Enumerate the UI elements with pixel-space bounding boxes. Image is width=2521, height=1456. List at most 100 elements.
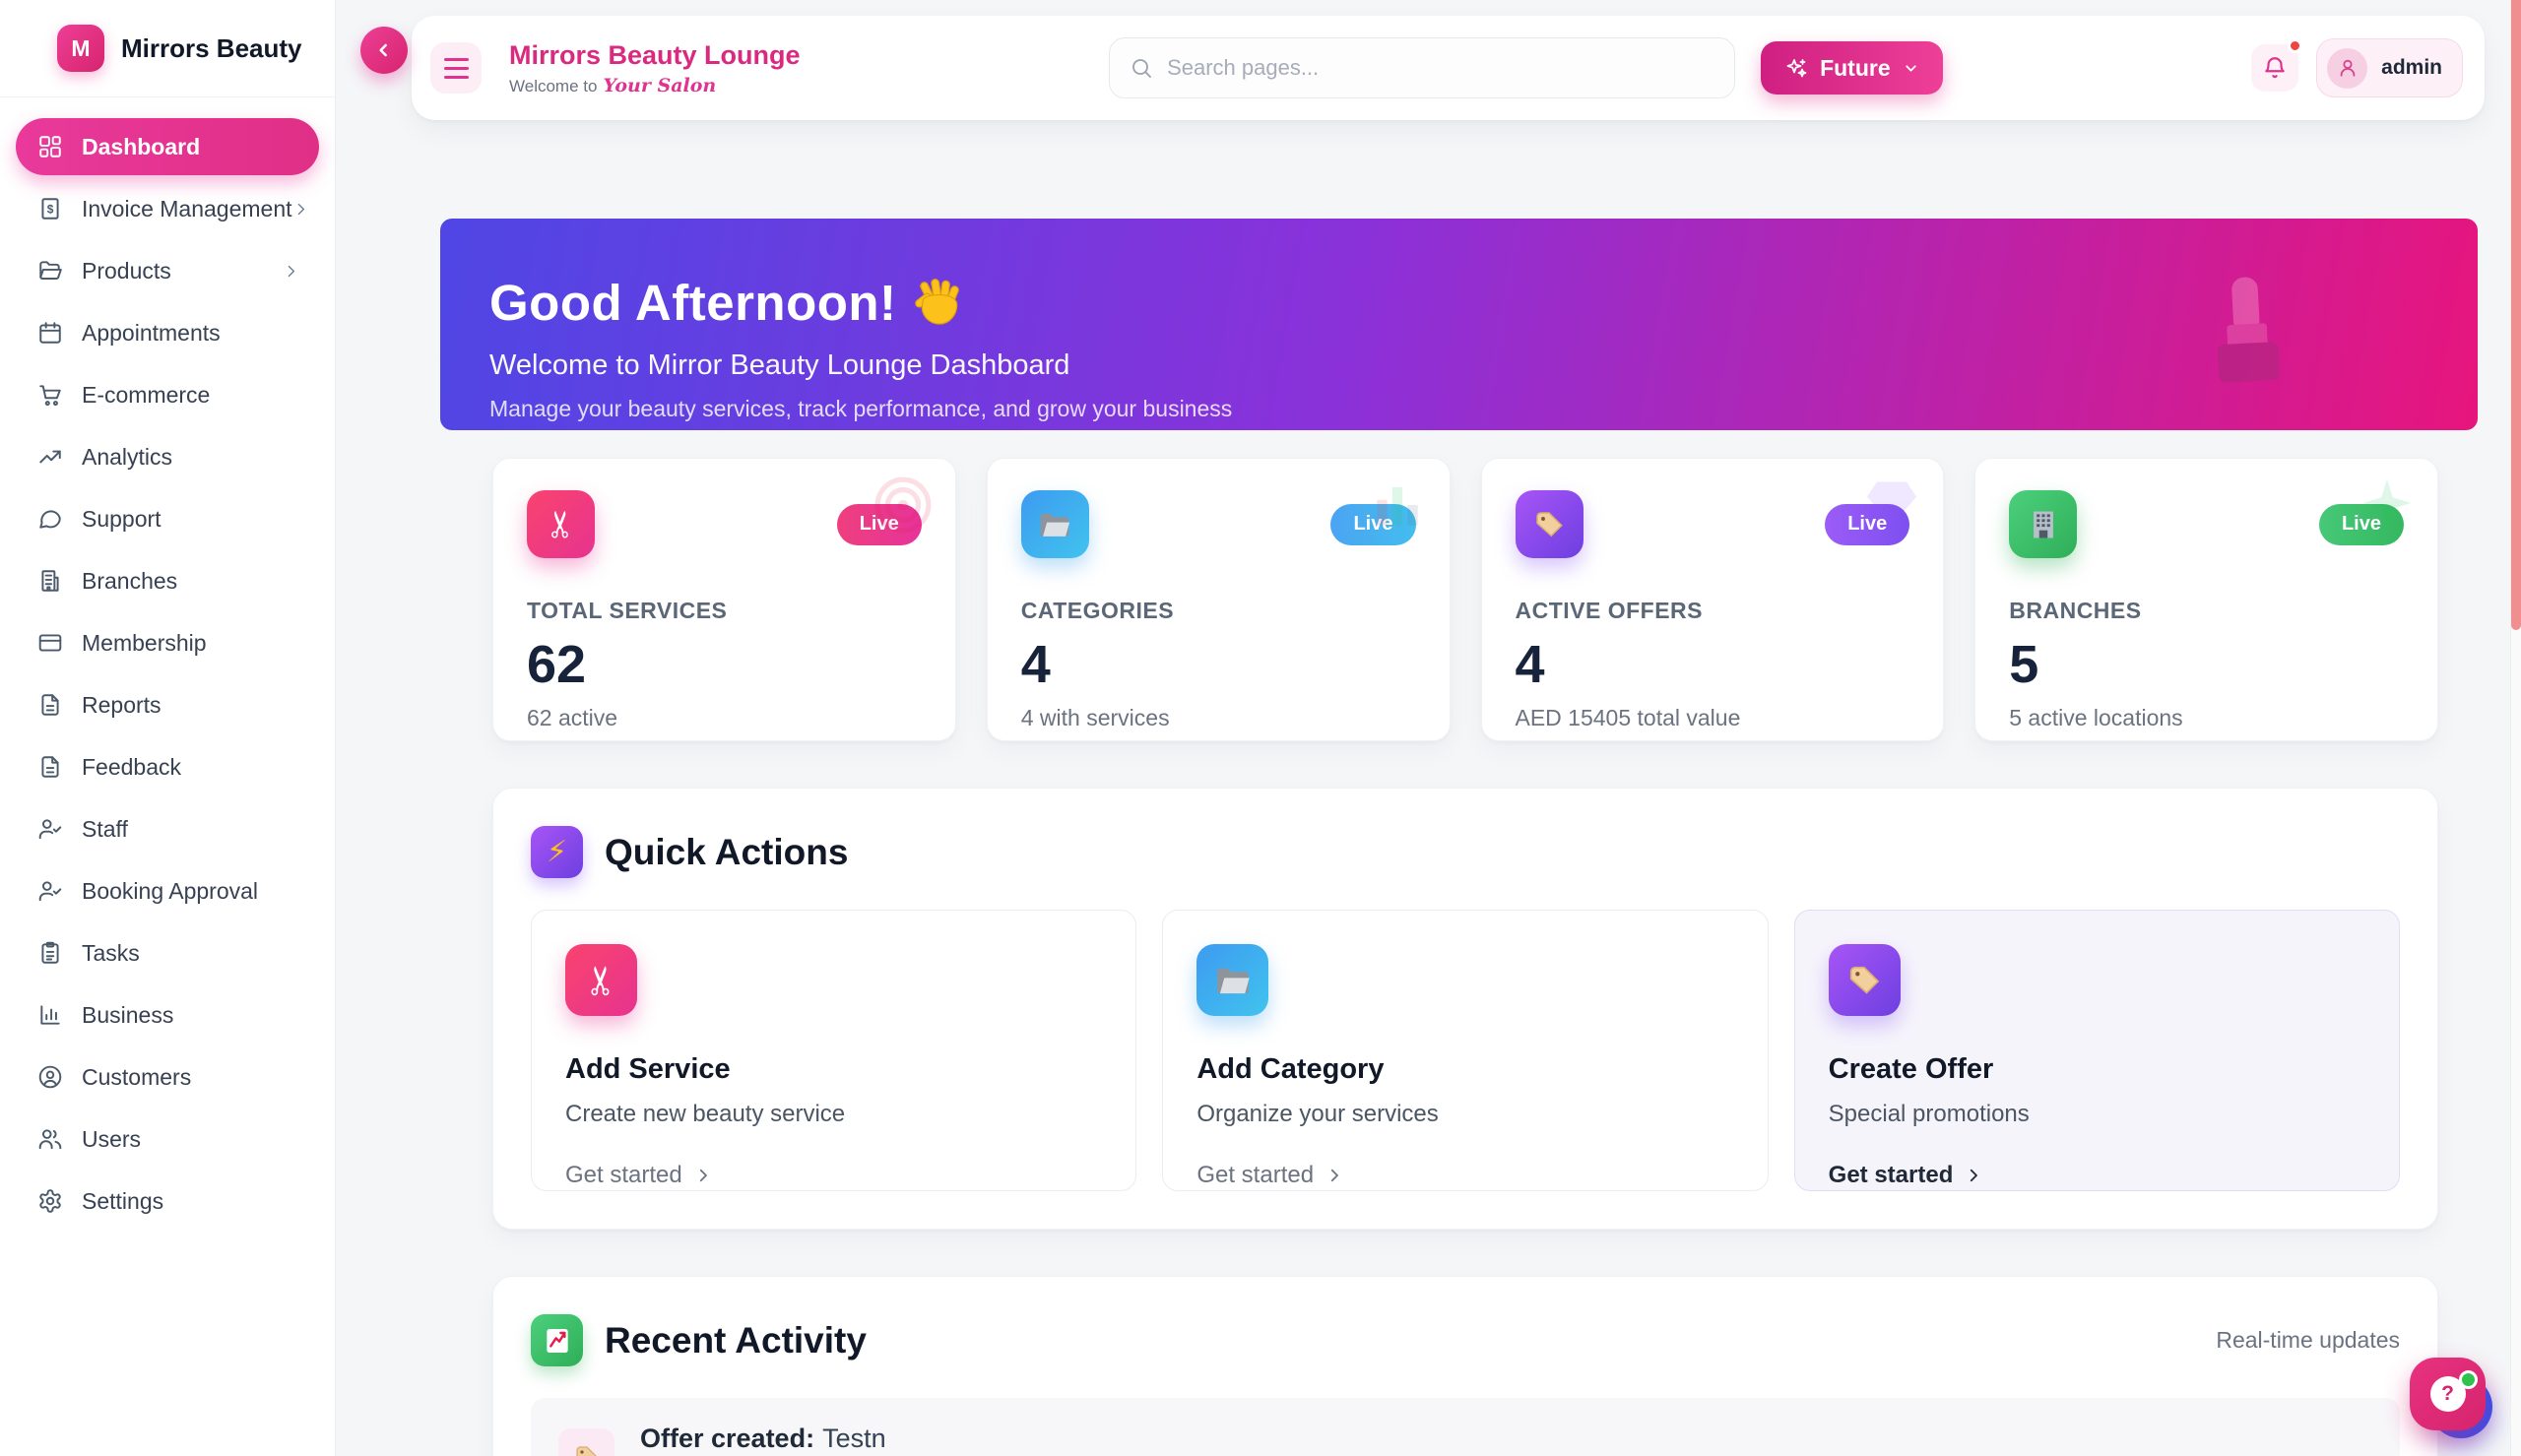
live-badge: Live bbox=[1330, 503, 1416, 545]
activity-item[interactable]: Offer created:Testn 1d ago bbox=[531, 1398, 2400, 1456]
help-fab-button[interactable]: ? bbox=[2410, 1358, 2486, 1430]
stat-label: BRANCHES bbox=[2009, 598, 2142, 623]
quick-actions-section: ⚡ Quick Actions ✂ Add Service Create new… bbox=[492, 788, 2438, 1230]
sidebar-nav: Dashboard $ Invoice Management Products … bbox=[0, 97, 335, 1230]
sidebar-item-analytics[interactable]: Analytics bbox=[16, 428, 319, 485]
get-started-link[interactable]: Get started bbox=[565, 1162, 1102, 1189]
banner-subtitle: Welcome to Mirror Beauty Lounge Dashboar… bbox=[489, 349, 1070, 381]
sparkle-watermark-icon bbox=[2362, 478, 2412, 528]
bell-icon bbox=[2265, 57, 2285, 79]
stat-sub: AED 15405 total value bbox=[1515, 705, 1741, 730]
gem-watermark-icon bbox=[1867, 481, 1917, 527]
file-icon bbox=[37, 692, 63, 718]
chevron-right-icon bbox=[1971, 1169, 1978, 1182]
search-input[interactable] bbox=[1167, 55, 1715, 81]
stat-sub: 5 active locations bbox=[2009, 705, 2183, 730]
sidebar-item-label: Feedback bbox=[82, 753, 182, 780]
banner-description: Manage your beauty services, track perfo… bbox=[489, 396, 1233, 421]
building-icon bbox=[37, 568, 63, 594]
page-scrollbar[interactable] bbox=[2510, 0, 2521, 1456]
sidebar-item-support[interactable]: Support bbox=[16, 490, 319, 547]
live-badge: Live bbox=[836, 503, 922, 545]
sidebar-item-feedback[interactable]: Feedback bbox=[16, 738, 319, 795]
sidebar-item-label: Appointments bbox=[82, 319, 221, 346]
office-building-icon bbox=[2009, 490, 2078, 558]
sidebar-item-users[interactable]: Users bbox=[16, 1110, 319, 1168]
chevron-right-icon bbox=[292, 201, 309, 218]
notifications-button[interactable] bbox=[2251, 38, 2303, 92]
action-title: Add Category bbox=[1196, 1053, 1385, 1085]
sidebar-item-staff[interactable]: Staff bbox=[16, 800, 319, 857]
scissors-icon: ✂ bbox=[565, 944, 637, 1016]
quick-action-add-category[interactable]: Add Category Organize your services Get … bbox=[1162, 910, 1769, 1191]
lipstick-icon bbox=[2217, 277, 2280, 383]
stat-card-active-offers[interactable]: Live ACTIVE OFFERS 4 AED 15405 total val… bbox=[1480, 458, 1945, 741]
target-watermark-icon bbox=[874, 476, 932, 534]
tag-icon bbox=[1828, 944, 1901, 1016]
sidebar-item-tasks[interactable]: Tasks bbox=[16, 924, 319, 981]
stat-value: 62 bbox=[527, 635, 587, 694]
gear-icon bbox=[37, 1188, 63, 1214]
stat-value: 5 bbox=[2009, 635, 2039, 694]
sidebar-item-business[interactable]: Business bbox=[16, 986, 319, 1044]
page-title-block: Mirrors Beauty Lounge Welcome to Your Sal… bbox=[509, 40, 801, 96]
scrollbar-thumb[interactable] bbox=[2511, 0, 2521, 630]
quick-action-add-service[interactable]: ✂ Add Service Create new beauty service … bbox=[531, 910, 1137, 1191]
lightning-icon: ⚡ bbox=[531, 826, 583, 878]
sidebar-item-label: Booking Approval bbox=[82, 877, 259, 904]
folder-icon bbox=[1020, 490, 1089, 558]
future-dropdown-button[interactable]: Future bbox=[1761, 41, 1943, 95]
dashboard-icon bbox=[37, 134, 63, 159]
sidebar-item-products[interactable]: Products bbox=[16, 242, 319, 299]
search-bar[interactable] bbox=[1109, 37, 1736, 98]
sidebar-item-label: Customers bbox=[82, 1063, 192, 1090]
user-circle-icon bbox=[37, 1064, 63, 1090]
tag-icon bbox=[1515, 490, 1584, 558]
help-icon: ? bbox=[2429, 1370, 2478, 1412]
sidebar-item-booking-approval[interactable]: Booking Approval bbox=[16, 862, 319, 919]
sidebar-item-customers[interactable]: Customers bbox=[16, 1048, 319, 1106]
sidebar-collapse-button[interactable] bbox=[360, 27, 408, 74]
stat-sub: 62 active bbox=[527, 705, 618, 730]
stat-card-branches[interactable]: Live BRANCHES 5 5 active locations bbox=[1974, 458, 2438, 741]
sidebar-item-ecommerce[interactable]: E-commerce bbox=[16, 366, 319, 423]
cart-icon bbox=[37, 382, 63, 408]
live-badge: Live bbox=[1825, 503, 1910, 545]
activity-title: Offer created: Testn bbox=[640, 1424, 886, 1453]
sidebar-item-label: Invoice Management bbox=[82, 195, 292, 222]
invoice-icon: $ bbox=[37, 196, 63, 222]
sidebar-item-invoice-management[interactable]: $ Invoice Management bbox=[16, 180, 319, 237]
sidebar-item-label: Analytics bbox=[82, 443, 173, 470]
sidebar-item-dashboard[interactable]: Dashboard bbox=[16, 118, 319, 175]
credit-card-icon bbox=[37, 630, 63, 656]
quick-action-create-offer[interactable]: Create Offer Special promotions Get star… bbox=[1793, 910, 2400, 1191]
online-dot bbox=[2458, 1370, 2478, 1389]
chevron-down-icon bbox=[1905, 64, 1916, 72]
user-menu[interactable]: admin bbox=[2316, 38, 2463, 97]
sidebar-item-label: Support bbox=[82, 505, 162, 532]
chart-increasing-icon bbox=[531, 1314, 583, 1366]
bar-chart-icon bbox=[37, 1002, 63, 1028]
top-bar: Mirrors Beauty Lounge Welcome to Your Sal… bbox=[412, 16, 2485, 120]
user-check-icon bbox=[37, 816, 63, 842]
folder-icon bbox=[1196, 944, 1269, 1016]
get-started-link[interactable]: Get started bbox=[1829, 1162, 2365, 1189]
sidebar-item-settings[interactable]: Settings bbox=[16, 1172, 319, 1230]
get-started-link[interactable]: Get started bbox=[1196, 1162, 1733, 1189]
sidebar-item-branches[interactable]: Branches bbox=[16, 552, 319, 609]
menu-icon[interactable] bbox=[430, 42, 482, 94]
sidebar-item-appointments[interactable]: Appointments bbox=[16, 304, 319, 361]
page-subtitle: Welcome to Your Salon bbox=[509, 74, 717, 96]
tag-icon bbox=[558, 1428, 614, 1456]
user-check-icon bbox=[37, 878, 63, 904]
stat-card-categories[interactable]: Live CATEGORIES 4 4 with services bbox=[986, 458, 1451, 741]
stat-card-total-services[interactable]: ✂ Live TOTAL SERVICES 62 62 active bbox=[492, 458, 956, 741]
sidebar-item-membership[interactable]: Membership bbox=[16, 614, 319, 671]
live-badge: Live bbox=[2318, 503, 2404, 545]
stat-sub: 4 with services bbox=[1020, 705, 1170, 730]
action-description: Create new beauty service bbox=[565, 1101, 846, 1127]
svg-text:$: $ bbox=[47, 203, 54, 217]
quick-actions-title: Quick Actions bbox=[605, 831, 849, 872]
sidebar-item-reports[interactable]: Reports bbox=[16, 676, 319, 733]
user-avatar-icon bbox=[2327, 47, 2368, 89]
